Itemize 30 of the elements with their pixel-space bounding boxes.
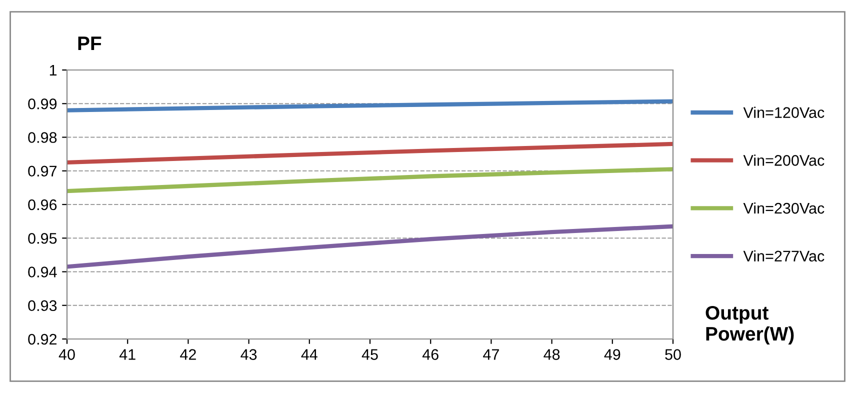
y-tick-label: 0.94 bbox=[28, 266, 57, 278]
line-series bbox=[67, 99, 673, 112]
x-tick-label: 45 bbox=[362, 349, 378, 360]
y-tick-label: 0.97 bbox=[28, 166, 57, 177]
line-series bbox=[67, 142, 673, 165]
legend-label: Vin=200Vac bbox=[743, 154, 824, 166]
y-tick-label: 0.99 bbox=[28, 98, 57, 110]
x-tick-label: 47 bbox=[483, 349, 499, 360]
y-tick-label: 0.98 bbox=[28, 132, 57, 143]
x-tick-label: 41 bbox=[119, 349, 136, 360]
legend-label: Vin=277Vac bbox=[743, 250, 824, 262]
legend-label: Vin=230Vac bbox=[743, 202, 824, 214]
x-tick-label: 46 bbox=[422, 349, 438, 360]
x-tick-label: 40 bbox=[58, 349, 75, 360]
x-tick-label: 43 bbox=[240, 349, 257, 360]
x-tick-label: 50 bbox=[665, 349, 681, 360]
x-tick-label: 44 bbox=[301, 349, 318, 360]
x-tick-label: 42 bbox=[180, 349, 196, 360]
line-series bbox=[67, 224, 673, 269]
y-tick-label: 0.95 bbox=[28, 232, 57, 244]
y-tick-label: 1 bbox=[50, 65, 57, 76]
x-tick-label: 48 bbox=[544, 349, 560, 360]
line-series bbox=[67, 167, 673, 194]
legend-label: Vin=120Vac bbox=[743, 106, 824, 118]
x-tick-label: 49 bbox=[604, 349, 620, 360]
y-tick-label: 0.92 bbox=[28, 334, 57, 345]
y-tick-label: 0.96 bbox=[28, 199, 57, 210]
x-axis-title: Output Power(W) bbox=[706, 306, 794, 345]
y-tick-label: 0.93 bbox=[28, 300, 57, 312]
y-axis-title: PF bbox=[78, 36, 102, 50]
